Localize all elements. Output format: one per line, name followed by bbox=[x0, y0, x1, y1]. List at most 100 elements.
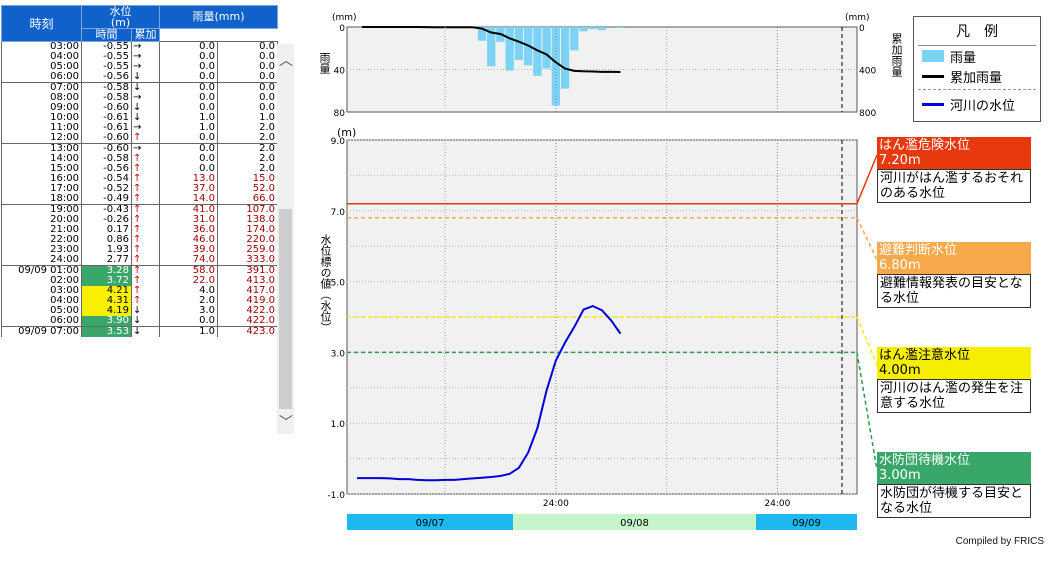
rain-tick-left: 0 bbox=[339, 24, 345, 34]
level-tick: 7.0 bbox=[331, 208, 346, 218]
table-row: 07:00 -0.58 ↓ 0.0 0.0 bbox=[1, 82, 279, 93]
level-unit: (m) bbox=[337, 126, 356, 139]
rain-bar bbox=[542, 27, 551, 69]
callout-title: 水防団待機水位 bbox=[879, 453, 971, 468]
cell-level: 4.31 bbox=[81, 296, 132, 306]
cell-level: -0.58 bbox=[81, 154, 132, 164]
callout-description: 避難情報発表の目安となる水位 bbox=[877, 274, 1031, 308]
level-axis-label: 水位標の値（水位） bbox=[319, 234, 332, 333]
table-row: 21:00 0.17 ↑ 36.0 174.0 bbox=[1, 225, 279, 235]
cell-trend-icon: ↓ bbox=[131, 316, 160, 327]
cell-trend-icon: ↑ bbox=[131, 164, 160, 174]
cell-time: 14:00 bbox=[1, 154, 82, 164]
cell-time: 18:00 bbox=[1, 194, 82, 205]
cell-trend-icon: ↑ bbox=[131, 265, 160, 276]
cell-rain-total: 417.0 bbox=[216, 286, 279, 296]
rain-tick-left: 80 bbox=[334, 109, 346, 119]
rain-bar bbox=[505, 27, 514, 71]
cell-trend-icon: ↑ bbox=[131, 184, 160, 194]
cell-time: 03:00 bbox=[1, 41, 82, 52]
rain-bar bbox=[560, 27, 570, 89]
cell-time: 20:00 bbox=[1, 215, 82, 225]
date-segment bbox=[513, 514, 756, 530]
cell-rain-total: 2.0 bbox=[216, 164, 279, 174]
header-time: 時刻 bbox=[1, 5, 82, 42]
cell-rain-total: 419.0 bbox=[216, 296, 279, 306]
rain-tick-right: 800 bbox=[859, 109, 876, 119]
cell-level: 1.93 bbox=[81, 245, 132, 255]
cell-time: 09/09 07:00 bbox=[1, 326, 82, 337]
scroll-down-icon[interactable]: ﹀ bbox=[279, 415, 293, 431]
cell-trend-icon: → bbox=[131, 143, 160, 154]
callout-1: 避難判断水位 6.80m 避難情報発表の目安となる水位 bbox=[877, 242, 1031, 308]
legend-divider bbox=[918, 89, 1036, 90]
cell-time: 04:00 bbox=[1, 52, 82, 62]
header-level-label: 水位 bbox=[109, 5, 132, 18]
table-row: 06:00 -0.56 ↓ 0.0 0.0 bbox=[1, 72, 279, 83]
cell-rain-total: 2.0 bbox=[216, 154, 279, 164]
callout-description: 河川のはん濫の発生を注意する水位 bbox=[877, 379, 1031, 413]
date-label: 09/07 bbox=[416, 518, 445, 529]
callout-title: はん濫注意水位 bbox=[879, 348, 971, 363]
cell-rain-total: 391.0 bbox=[216, 265, 279, 276]
cell-rain-hour: 1.0 bbox=[159, 326, 218, 337]
cell-trend-icon: ↓ bbox=[131, 72, 160, 83]
callout-0: はん濫危険水位 7.20m 河川がはん濫するおそれのある水位 bbox=[877, 137, 1031, 203]
cell-time: 13:00 bbox=[1, 143, 82, 154]
table-scrollbar[interactable]: ︿ ﹀ bbox=[277, 44, 294, 434]
table-row: 17:00 -0.52 ↑ 37.0 52.0 bbox=[1, 184, 279, 194]
cell-rain-hour: 1.0 bbox=[159, 123, 218, 133]
table-row: 05:00 4.19 ↓ 3.0 422.0 bbox=[1, 306, 279, 316]
level-tick: -1.0 bbox=[327, 491, 345, 501]
cell-trend-icon: ↑ bbox=[131, 225, 160, 235]
scroll-up-icon[interactable]: ︿ bbox=[279, 53, 293, 69]
cell-trend-icon: → bbox=[131, 41, 160, 52]
rain-axis-label: 雨量 bbox=[318, 52, 331, 74]
cell-trend-icon: → bbox=[131, 52, 160, 62]
level-tick: 9.0 bbox=[331, 137, 346, 147]
callout-value: 6.80m bbox=[879, 258, 921, 273]
cell-rain-hour: 14.0 bbox=[159, 194, 218, 205]
cell-trend-icon: ↑ bbox=[131, 194, 160, 205]
table-row: 09/09 07:00 3.53 ↓ 1.0 423.0 bbox=[1, 326, 279, 337]
cell-time: 02:00 bbox=[1, 276, 82, 286]
legend-title: 凡 例 bbox=[956, 24, 998, 40]
cell-time: 12:00 bbox=[1, 133, 82, 144]
cell-rain-hour: 36.0 bbox=[159, 225, 218, 235]
cell-trend-icon: ↑ bbox=[131, 154, 160, 164]
callout-description: 水防団が待機する目安となる水位 bbox=[877, 484, 1031, 518]
cell-trend-icon: → bbox=[131, 62, 160, 72]
date-segment bbox=[756, 514, 857, 530]
cell-level: 3.28 bbox=[81, 265, 132, 276]
cell-time: 09:00 bbox=[1, 103, 82, 113]
callout-value: 3.00m bbox=[879, 468, 921, 483]
rain-bar bbox=[616, 27, 625, 29]
cell-rain-total: 66.0 bbox=[216, 194, 279, 205]
cell-level: -0.60 bbox=[81, 133, 132, 144]
x-tick: 24:00 bbox=[543, 499, 569, 509]
cell-level: -0.54 bbox=[81, 174, 132, 184]
scrollbar-thumb[interactable] bbox=[279, 209, 292, 409]
cell-time: 11:00 bbox=[1, 123, 82, 133]
date-label: 09/08 bbox=[620, 518, 649, 529]
credit: Compiled by FRICS bbox=[955, 536, 1044, 547]
cell-level: -0.56 bbox=[81, 72, 132, 83]
cell-level: 3.90 bbox=[81, 316, 132, 327]
cell-time: 03:00 bbox=[1, 286, 82, 296]
cell-level: -0.58 bbox=[81, 93, 132, 103]
cell-rain-hour: 0.0 bbox=[159, 164, 218, 174]
cell-rain-total: 174.0 bbox=[216, 225, 279, 235]
cell-rain-hour: 1.0 bbox=[159, 113, 218, 123]
cell-rain-hour: 0.0 bbox=[159, 103, 218, 113]
cell-rain-hour: 0.0 bbox=[159, 82, 218, 93]
cell-rain-total: 0.0 bbox=[216, 62, 279, 72]
cell-level: -0.55 bbox=[81, 62, 132, 72]
cell-rain-total: 259.0 bbox=[216, 245, 279, 255]
threshold-leader bbox=[856, 217, 878, 261]
cumulative-axis-label: 累加雨量 bbox=[890, 33, 903, 77]
cell-level: -0.60 bbox=[81, 143, 132, 154]
legend-rain: 雨量 bbox=[950, 51, 977, 66]
cell-trend-icon: ↑ bbox=[131, 296, 160, 306]
date-segment bbox=[347, 514, 513, 530]
cell-trend-icon: ↑ bbox=[131, 174, 160, 184]
